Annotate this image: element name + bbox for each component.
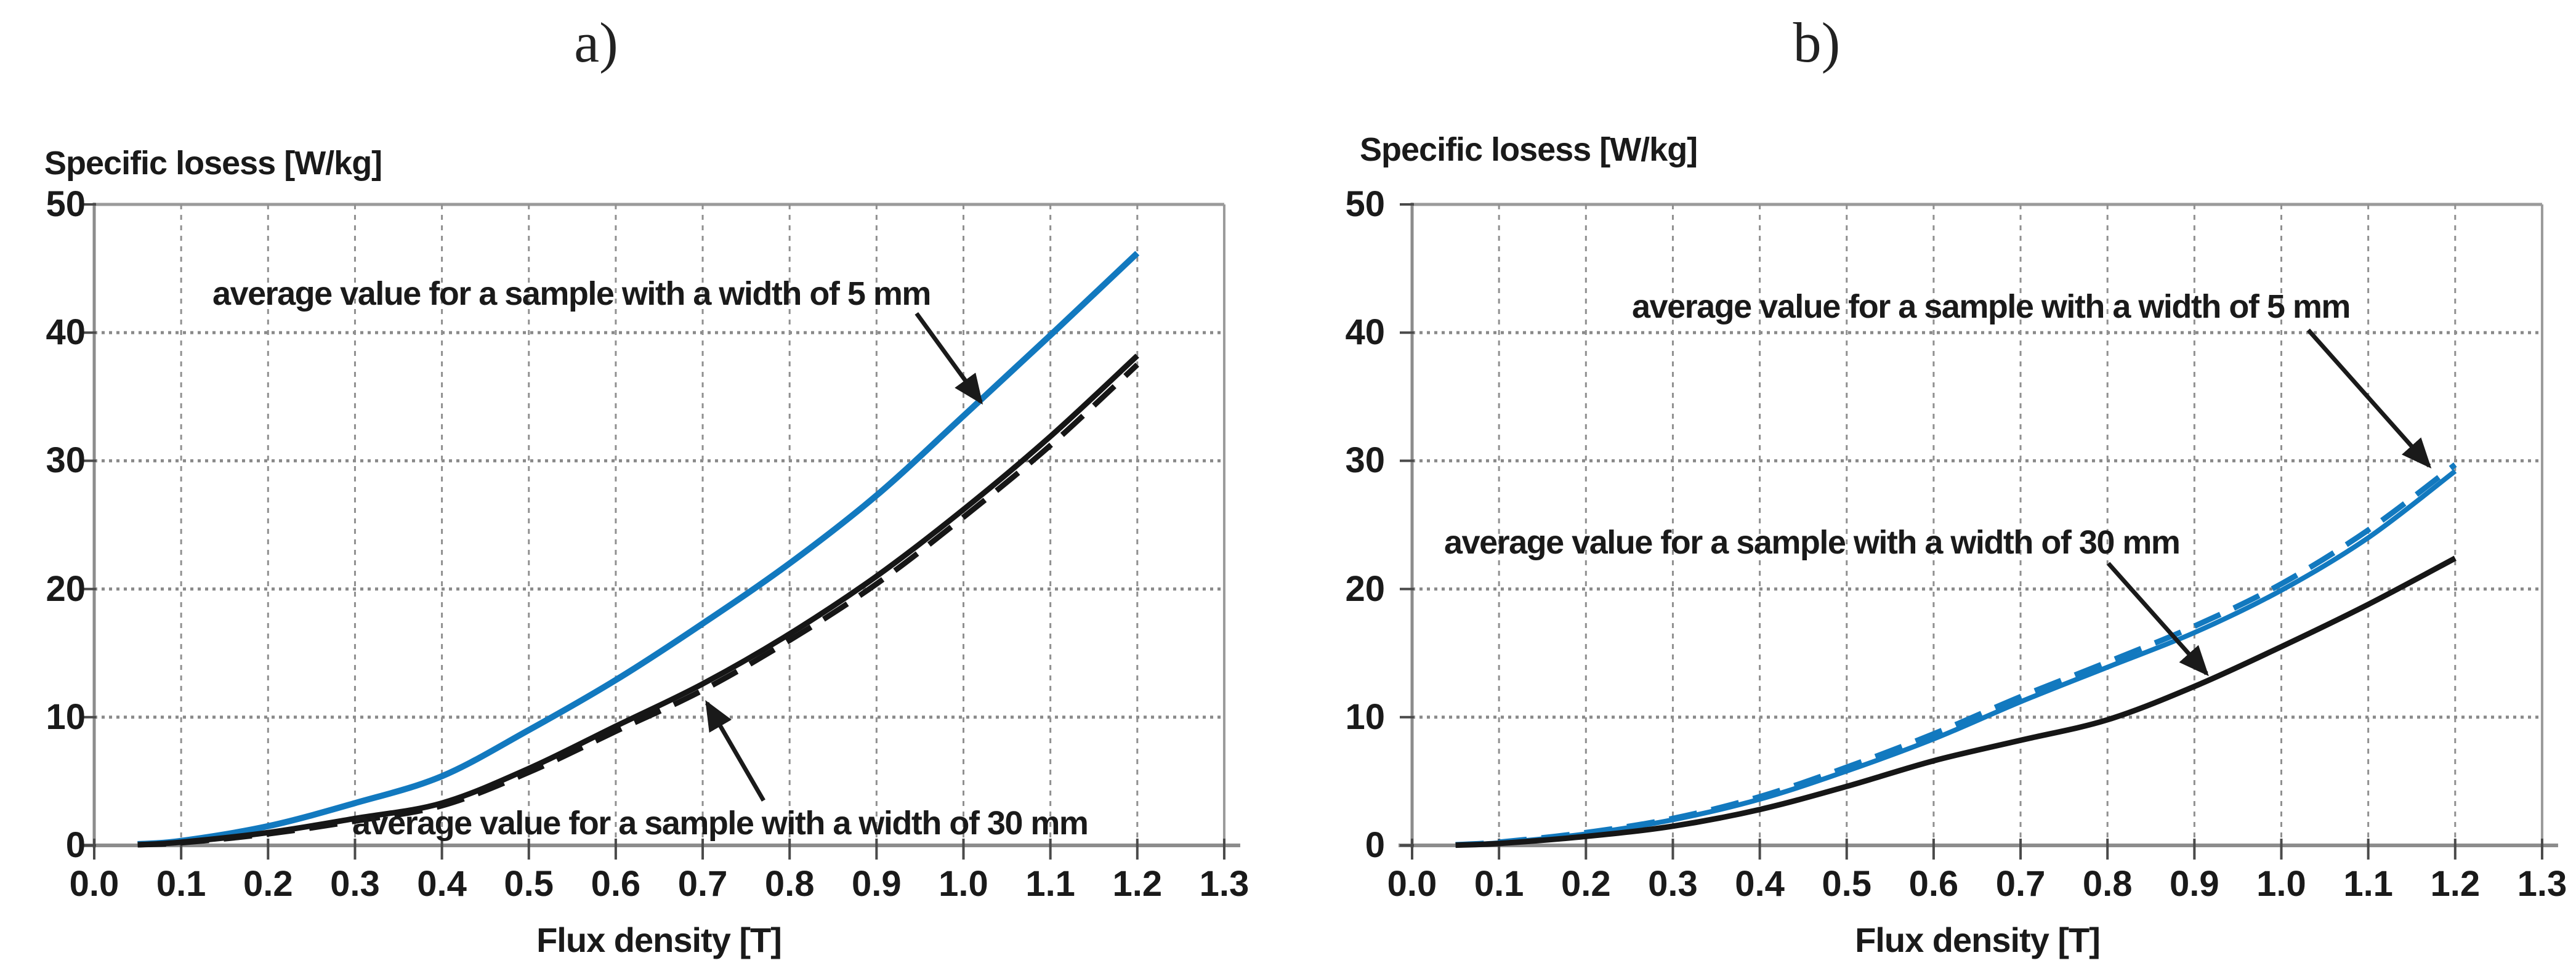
x-tick-label: 0.9 [852, 864, 902, 904]
curve-dashed [1455, 462, 2457, 848]
y-tick-label: 50 [46, 184, 86, 224]
annotation-arrow [705, 700, 765, 802]
panel-a-x-axis-title: Flux density [T] [536, 921, 782, 959]
x-tick-label: 1.0 [939, 864, 988, 904]
x-tick-label: 0.8 [764, 864, 815, 904]
y-tick-label: 10 [46, 696, 86, 737]
curve-solid [137, 353, 1139, 848]
x-tick-label: 0.9 [2170, 864, 2219, 904]
x-tick-label: 0.5 [504, 864, 554, 904]
x-tick-label: 1.2 [2430, 864, 2481, 904]
y-tick-label: 0 [65, 825, 86, 865]
x-tick-label: 0.1 [1474, 864, 1524, 904]
panel-b-annotation-5mm: average value for a sample with a width … [1632, 288, 2351, 325]
y-tick-label: 40 [46, 312, 86, 353]
panel-a-y-axis-title: Specific losess [W/kg] [44, 145, 382, 182]
panel-b-annotation-30mm: average value for a sample with a width … [1444, 524, 2181, 561]
x-tick-label: 0.6 [1908, 864, 1959, 904]
x-tick-label: 0.0 [69, 864, 119, 904]
x-tick-label: 0.2 [243, 864, 293, 904]
y-tick-label: 30 [46, 440, 86, 481]
curve-dashed [137, 363, 1139, 848]
x-tick-label: 0.4 [1735, 864, 1785, 904]
y-tick-label: 20 [46, 568, 86, 609]
y-tick-label: 20 [1345, 568, 1385, 609]
x-tick-label: 0.7 [677, 864, 728, 904]
y-tick-label: 10 [1345, 696, 1385, 737]
curve-solid [1455, 555, 2457, 848]
x-tick-label: 0.3 [330, 864, 380, 904]
panel-a-annotation-5mm: average value for a sample with a width … [212, 275, 931, 312]
panel-a-label: a) [574, 11, 618, 74]
x-tick-label: 1.0 [2256, 864, 2306, 904]
y-tick-label: 0 [1365, 825, 1385, 865]
curve-solid [137, 251, 1140, 847]
x-tick-label: 1.3 [2517, 864, 2567, 904]
y-tick-label: 50 [1345, 184, 1385, 224]
x-tick-label: 1.2 [1112, 864, 1163, 904]
y-tick-label: 40 [1345, 312, 1385, 353]
x-tick-label: 1.3 [1199, 864, 1250, 904]
x-tick-label: 0.1 [156, 864, 206, 904]
x-tick-label: 1.1 [1025, 864, 1075, 904]
y-tick-label: 30 [1345, 440, 1385, 481]
x-tick-label: 0.8 [2082, 864, 2133, 904]
x-tick-label: 0.2 [1561, 864, 1611, 904]
annotation-arrow [2306, 328, 2432, 469]
x-tick-label: 0.5 [1822, 864, 1872, 904]
x-tick-label: 0.3 [1648, 864, 1698, 904]
x-tick-label: 0.6 [591, 864, 641, 904]
panel-a-annotation-30mm: average value for a sample with a width … [352, 805, 1089, 842]
x-tick-label: 0.4 [417, 864, 467, 904]
panel-b-x-axis-title: Flux density [T] [1855, 921, 2101, 959]
x-tick-label: 0.7 [1995, 864, 2046, 904]
annotation-arrow [2106, 562, 2209, 677]
panel-b-y-axis-title: Specific losess [W/kg] [1360, 131, 1698, 168]
x-tick-label: 0.0 [1387, 864, 1437, 904]
panel-b-label: b) [1793, 11, 1841, 74]
x-tick-label: 1.1 [2343, 864, 2393, 904]
annotation-arrow [915, 312, 983, 405]
